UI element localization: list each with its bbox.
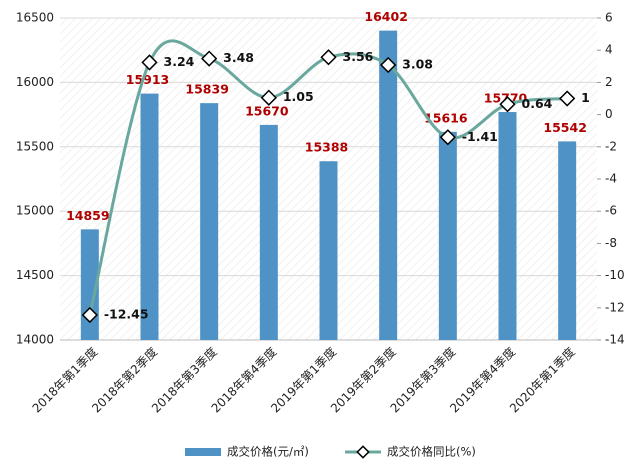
- line-value-label: 3.08: [402, 57, 433, 72]
- legend-label: 成交价格同比(%): [387, 445, 476, 459]
- line-value-label: 3.56: [343, 49, 374, 64]
- legend-swatch: [185, 448, 221, 456]
- line-value-label: -1.41: [462, 129, 498, 144]
- y-tick-label: 14000: [16, 333, 54, 347]
- line-marker: [320, 49, 337, 66]
- line-value-label: 3.48: [223, 50, 254, 65]
- bar: [200, 103, 219, 340]
- y2-tick-label: 4: [605, 43, 613, 57]
- bar: [319, 161, 338, 340]
- bar: [438, 131, 457, 340]
- bar-value-label: 14859: [66, 208, 110, 223]
- line-marker: [559, 90, 576, 107]
- y-tick-label: 16500: [16, 11, 54, 25]
- bar-value-label: 15388: [305, 140, 349, 155]
- bar: [558, 141, 577, 340]
- line-marker: [201, 50, 218, 67]
- line-marker: [380, 56, 397, 74]
- line-marker: [81, 306, 98, 324]
- bar: [379, 30, 398, 340]
- y2-tick-label: 2: [605, 75, 613, 89]
- bar-value-label: 15616: [424, 110, 468, 125]
- y2-tick-label: -2: [605, 139, 617, 153]
- line-marker: [260, 89, 277, 106]
- y2-tick-label: -10: [605, 268, 625, 282]
- line-marker: [141, 54, 158, 71]
- line-value-label: 1: [581, 90, 590, 105]
- y-tick-label: 15000: [16, 204, 54, 218]
- bar: [140, 93, 159, 341]
- y2-tick-label: -14: [605, 333, 625, 347]
- legend-label: 成交价格(元/㎡): [227, 445, 309, 459]
- y-tick-label: 16000: [16, 75, 54, 89]
- bar-value-label: 15542: [543, 120, 587, 135]
- bar-value-label: 16402: [364, 9, 408, 24]
- bar: [498, 112, 517, 340]
- line-value-label: 3.24: [164, 54, 195, 69]
- line-marker: [439, 129, 456, 146]
- y2-tick-label: 0: [605, 107, 613, 121]
- line-value-label: 0.64: [522, 96, 553, 111]
- bar: [259, 124, 278, 341]
- y-tick-label: 15500: [16, 139, 54, 153]
- legend-swatch-marker: [356, 445, 370, 459]
- line: [88, 39, 568, 316]
- bar-value-label: 15670: [245, 103, 289, 118]
- bar-value-label: 15913: [126, 72, 170, 87]
- line-marker: [499, 96, 516, 113]
- y2-tick-label: -8: [605, 236, 617, 250]
- y2-tick-label: -12: [605, 300, 625, 314]
- y2-tick-label: -4: [605, 172, 617, 186]
- line-value-label: 1.05: [283, 89, 314, 104]
- y-tick-label: 14500: [16, 268, 54, 282]
- bar-value-label: 15839: [185, 82, 229, 97]
- line-value-label: -12.45: [104, 307, 149, 322]
- y2-tick-label: -6: [605, 204, 617, 218]
- y2-tick-label: 6: [605, 11, 613, 25]
